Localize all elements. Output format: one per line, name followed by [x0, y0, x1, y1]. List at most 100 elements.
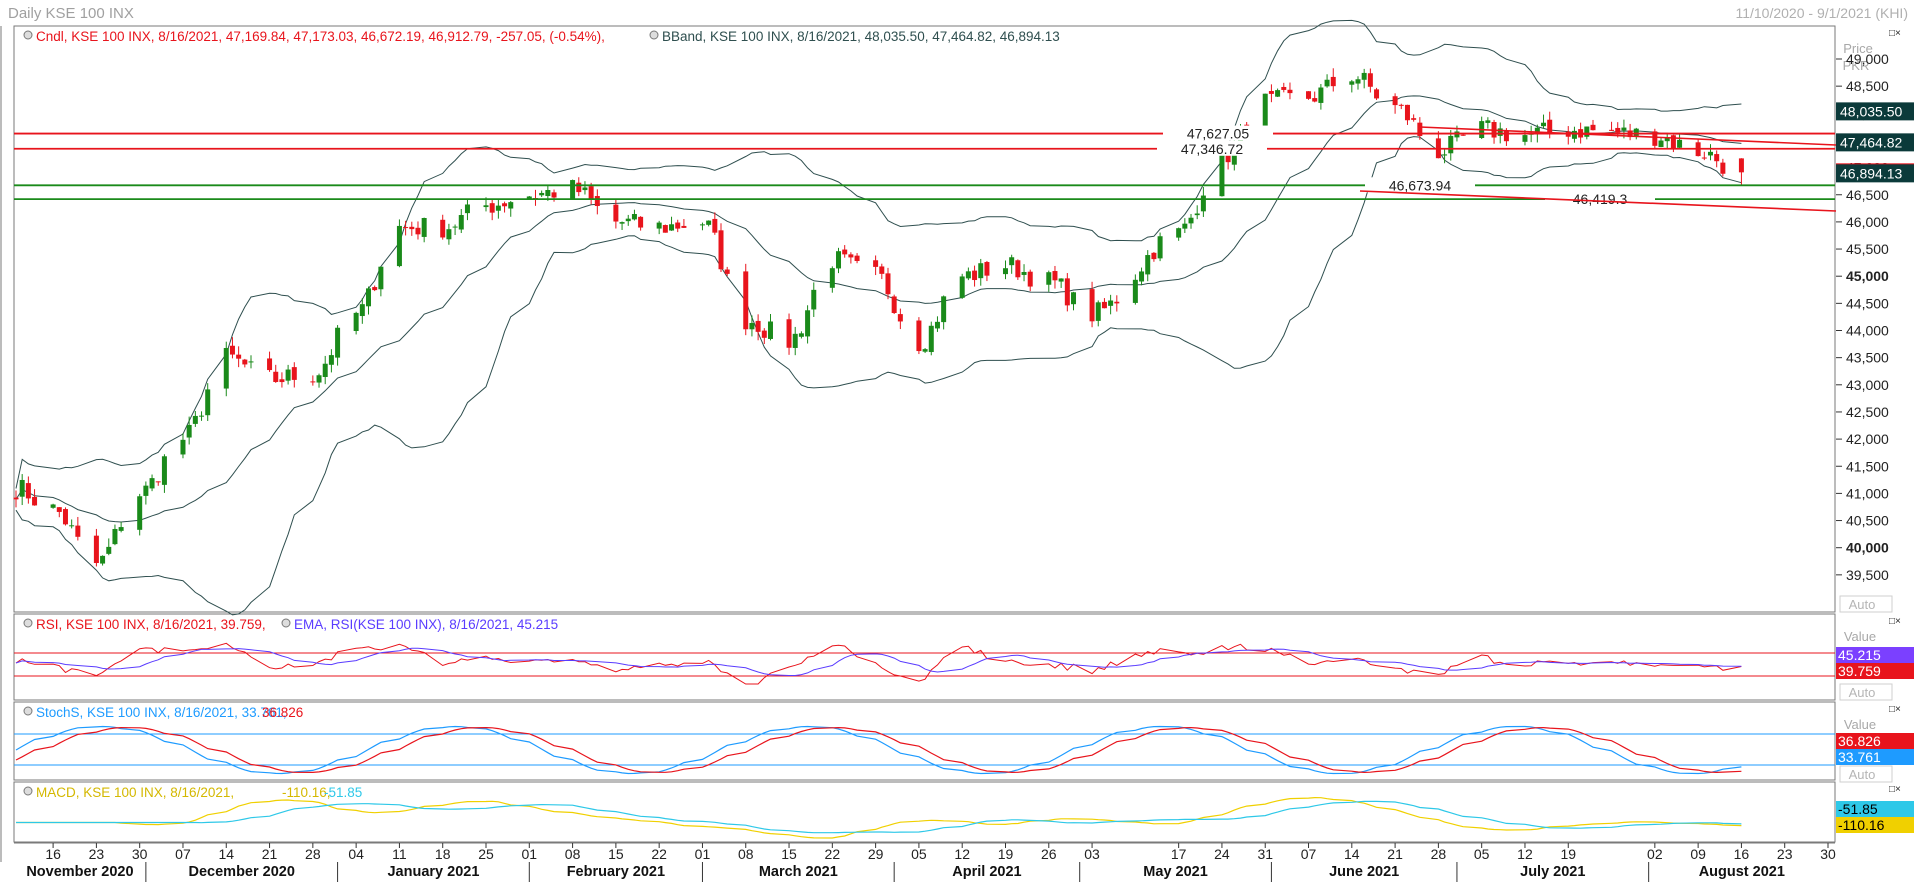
candle-body [1571, 130, 1577, 139]
candle-body [366, 288, 372, 307]
candle-body [1021, 271, 1027, 275]
candle-body [186, 424, 192, 438]
day-tick-label: 22 [825, 846, 841, 862]
candle-body [359, 304, 365, 317]
price-tick-label: 40,500 [1846, 513, 1889, 529]
candle-body [242, 359, 248, 365]
candle-body [786, 319, 792, 348]
stoch-auto-button[interactable]: Auto [1839, 765, 1893, 783]
candle-body [199, 415, 205, 417]
candle-body [1176, 228, 1182, 238]
candle-body [1139, 271, 1145, 282]
candle-body [137, 496, 143, 530]
candle-body [761, 330, 767, 338]
candle-body [106, 546, 112, 554]
chart-title: Daily KSE 100 INX [8, 5, 134, 22]
value-badge-label: 39.759 [1838, 663, 1881, 679]
candle-body [1590, 124, 1596, 131]
candle-body [526, 196, 532, 200]
macd-value2-text: -51.85 [324, 785, 362, 800]
day-tick-label: 22 [651, 846, 667, 862]
bband-middle [15, 95, 1742, 523]
candle-body [712, 218, 718, 233]
candle-body [1541, 122, 1547, 127]
candle-body [1194, 213, 1200, 216]
candle-body [1392, 96, 1398, 106]
day-tick-label: 28 [1431, 846, 1447, 862]
rsi-line [15, 642, 1742, 685]
candle-body [19, 479, 25, 497]
bollinger-bands [15, 19, 1742, 616]
rsi-auto-button[interactable]: Auto [1839, 683, 1893, 701]
candle-body [50, 504, 56, 508]
candle-body [1287, 89, 1293, 94]
candle-body [508, 202, 514, 209]
candle-body [446, 229, 452, 240]
day-tick-label: 23 [89, 846, 105, 862]
candle-body [551, 192, 557, 198]
macd-close-icon[interactable]: □× [1888, 783, 1910, 795]
candle-body [1584, 126, 1590, 137]
stoch-close-icon[interactable]: □× [1888, 703, 1910, 715]
price-auto-button[interactable]: Auto [1839, 595, 1893, 613]
month-label: November 2020 [26, 864, 133, 880]
value-badge [1836, 663, 1914, 679]
candle-body [922, 349, 928, 352]
candle-body [1664, 137, 1670, 142]
candle-body [458, 215, 464, 230]
candle-body [403, 227, 409, 229]
candle-body [1652, 131, 1658, 146]
day-tick-label: 08 [565, 846, 581, 862]
candle-body [662, 225, 668, 233]
candle-body [619, 222, 625, 224]
rsi-close-icon[interactable]: □× [1888, 615, 1910, 627]
candle-body [1027, 271, 1033, 287]
candle-body [805, 310, 811, 337]
candle-body [1318, 87, 1324, 103]
candle-body [718, 230, 724, 270]
candle-body [1262, 93, 1268, 133]
candle-body [978, 263, 984, 279]
price-tick-label: 41,000 [1846, 485, 1889, 501]
day-tick-label: 24 [1214, 846, 1230, 862]
candle-body [891, 296, 897, 314]
main-close-icon[interactable]: □× [1888, 27, 1910, 39]
day-tick-label: 03 [1084, 846, 1100, 862]
candle-body [1534, 127, 1540, 135]
rsi-ema-legend-text: EMA, RSI(KSE 100 INX), 8/16/2021, 45.215 [294, 617, 558, 632]
value-badge-label: 36.826 [1838, 733, 1881, 749]
candle-body [941, 296, 947, 323]
candle-body [1485, 120, 1491, 123]
price-badge-label: 47,464.82 [1840, 134, 1902, 150]
candle-body [464, 204, 470, 214]
day-tick-label: 04 [348, 846, 364, 862]
day-tick-label: 05 [911, 846, 927, 862]
candle-body [792, 333, 798, 348]
candle-body [928, 325, 934, 353]
candle-body [854, 255, 860, 262]
price-tick-label: 42,000 [1846, 431, 1889, 447]
bband-legend-text: BBand, KSE 100 INX, 8/16/2021, 48,035.50… [662, 29, 1060, 44]
svg-text:□×: □× [1889, 28, 1901, 39]
rsi-panel: RSI, KSE 100 INX, 8/16/2021, 39.759, EMA… [14, 615, 1910, 685]
candle-legend: Cndl, KSE 100 INX, 8/16/2021, 47,169.84,… [23, 29, 605, 44]
candle-body [149, 478, 155, 489]
candle-body [681, 225, 687, 228]
candle-body [279, 379, 285, 383]
candle-body [1367, 73, 1373, 87]
candle-body [897, 314, 903, 322]
candle-body [421, 218, 427, 237]
day-tick-label: 12 [1517, 846, 1533, 862]
month-label: August 2021 [1699, 864, 1785, 880]
price-badge [1836, 133, 1914, 152]
candle-body [1101, 301, 1107, 309]
price-tick-label: 43,500 [1846, 350, 1889, 366]
value-badge [1836, 749, 1914, 765]
candle-body [1108, 300, 1114, 306]
day-tick-label: 23 [1777, 846, 1793, 862]
candle-body [582, 187, 588, 191]
day-tick-label: 12 [954, 846, 970, 862]
